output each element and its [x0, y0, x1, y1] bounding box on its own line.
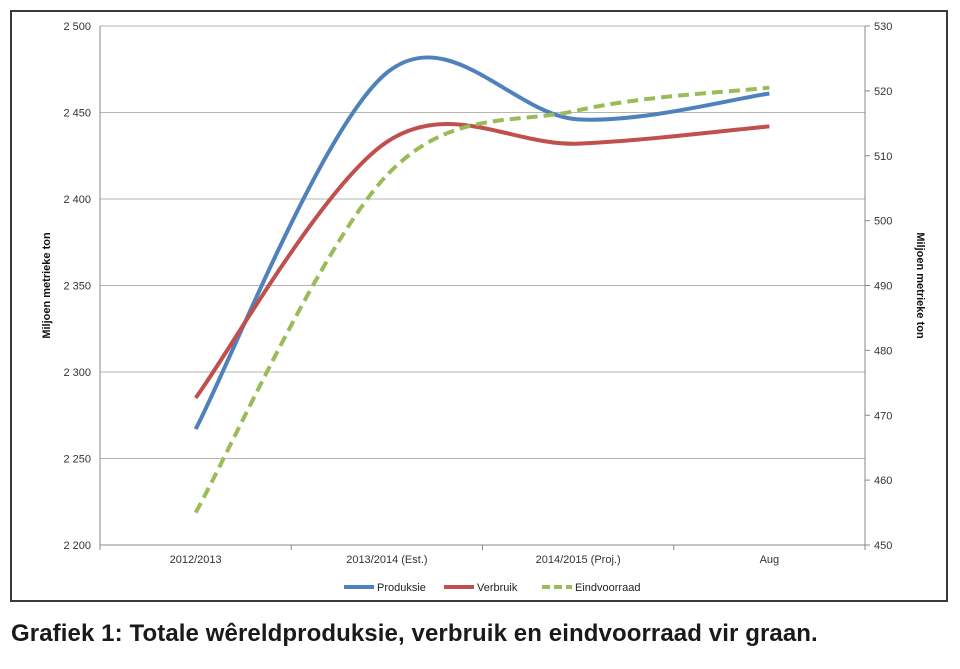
- y-right-tick-label: 450: [874, 540, 892, 552]
- series-line-eindvoorraad: [193, 85, 770, 514]
- y-left-tick-label: 2 250: [63, 454, 91, 466]
- y-left-tick-label: 2 400: [63, 194, 91, 206]
- y-left-tick-label: 2 300: [63, 367, 91, 379]
- y-right-tick-label: 470: [874, 410, 892, 422]
- y-left-tick-label: 2 500: [63, 21, 91, 33]
- y-right-tick-label: 460: [874, 475, 892, 487]
- x-tick-label: 2014/2015 (Proj.): [536, 554, 621, 566]
- chart-caption: Grafiek 1: Totale wêreldproduksie, verbr…: [11, 620, 818, 647]
- y-left-tick-label: 2 450: [63, 108, 91, 120]
- y-left-tick-label: 2 200: [63, 540, 91, 552]
- chart-frame: 2 200 2 250 2 300 2 350 2 400 2 450 2 500 450 46…: [10, 10, 948, 602]
- y-left-axis-title: Miljoen metrieke ton: [41, 232, 53, 339]
- y-right-tick-label: 490: [874, 281, 892, 293]
- series-line-produksie: [193, 55, 770, 431]
- y-left-tick-label: 2 350: [63, 281, 91, 293]
- x-tick-label: 2013/2014 (Est.): [346, 554, 427, 566]
- series-line-verbruik: [194, 122, 770, 400]
- y-right-tick-label: 530: [874, 21, 892, 33]
- y-right-tick-label: 480: [874, 345, 892, 357]
- x-tick-label: 2012/2013: [170, 554, 222, 566]
- y-right-tick-label: 510: [874, 151, 892, 163]
- x-tick-label: Aug: [760, 554, 780, 566]
- legend-label-verbruik: Verbruik: [477, 582, 518, 594]
- y-right-axis-title: Miljoen metrieke ton: [914, 232, 926, 339]
- y-right-tick-label: 520: [874, 86, 892, 98]
- legend-label-produksie: Produksie: [377, 582, 426, 594]
- y-right-tick-label: 500: [874, 216, 892, 228]
- chart-svg: 2 200 2 250 2 300 2 350 2 400 2 450 2 500 450 46…: [41, 21, 926, 594]
- legend-label-eindvoorraad: Eindvoorraad: [575, 582, 640, 594]
